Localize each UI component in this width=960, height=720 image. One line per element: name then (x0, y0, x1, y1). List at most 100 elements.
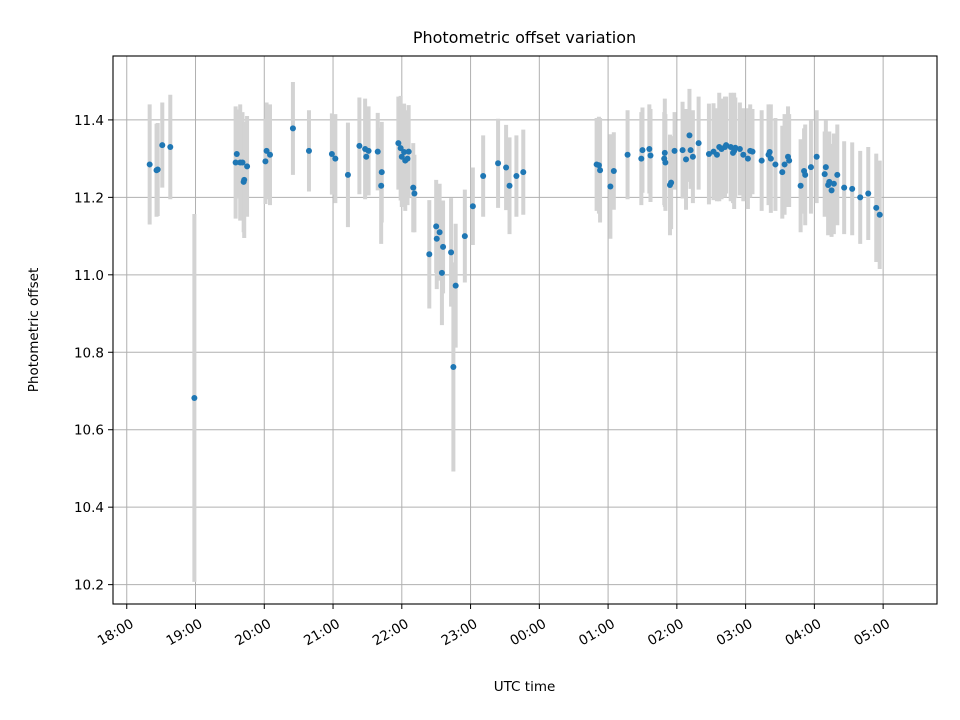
y-tick-label: 10.6 (74, 423, 104, 439)
data-point (736, 145, 743, 152)
data-point (506, 182, 513, 189)
data-point (857, 194, 864, 201)
data-point (689, 153, 696, 160)
data-point (232, 159, 239, 166)
data-point (772, 161, 779, 168)
data-point (395, 140, 402, 147)
data-point (378, 182, 385, 189)
data-point (365, 147, 372, 154)
data-point (513, 173, 520, 180)
data-point (662, 159, 669, 166)
data-point (146, 161, 153, 168)
data-point (374, 148, 381, 155)
data-point (452, 282, 459, 289)
data-point (495, 160, 502, 167)
data-point (802, 171, 809, 178)
y-tick-label: 10.2 (74, 578, 104, 594)
data-point (830, 180, 837, 187)
data-point (740, 151, 747, 158)
y-tick-label: 10.8 (74, 345, 104, 361)
data-point (679, 147, 686, 154)
data-point (876, 211, 883, 218)
data-point (647, 152, 654, 159)
data-point (749, 148, 756, 155)
data-point (758, 157, 765, 164)
data-point (344, 171, 351, 178)
data-point (378, 169, 385, 176)
data-point (849, 185, 856, 192)
data-point (595, 162, 602, 169)
data-point (822, 164, 829, 171)
data-point (807, 164, 814, 171)
data-point (873, 204, 880, 211)
data-point (154, 166, 161, 173)
y-tick-label: 11.0 (74, 268, 104, 284)
data-point (191, 394, 198, 401)
data-point (828, 187, 835, 194)
data-point (469, 203, 476, 210)
data-point (503, 164, 510, 171)
data-point (744, 155, 751, 162)
data-point (244, 163, 251, 170)
data-point (797, 182, 804, 189)
data-point (328, 150, 335, 157)
data-point (597, 167, 604, 174)
data-point (404, 155, 411, 162)
data-point (732, 144, 739, 151)
data-point (239, 159, 246, 166)
data-point (826, 178, 833, 185)
data-point (781, 161, 788, 168)
data-point (683, 156, 690, 163)
data-point (263, 147, 270, 154)
data-point (767, 155, 774, 162)
data-point (363, 153, 370, 160)
data-point (426, 251, 433, 258)
data-point (448, 249, 455, 256)
data-point (646, 145, 653, 152)
data-point (398, 153, 405, 160)
data-point (705, 150, 712, 157)
data-point (167, 144, 174, 151)
data-point (841, 184, 848, 191)
y-axis-label: Photometric offset (26, 268, 42, 392)
data-point (241, 176, 248, 183)
data-point (638, 155, 645, 162)
data-point (233, 150, 240, 157)
data-point (461, 233, 468, 240)
data-point (480, 173, 487, 180)
data-point (305, 147, 312, 154)
y-tick-label: 10.4 (74, 500, 104, 516)
data-point (865, 190, 872, 197)
data-point (262, 158, 269, 165)
y-tick-label: 11.4 (74, 113, 104, 129)
data-point (401, 149, 408, 156)
data-point (766, 149, 773, 156)
y-tick-label: 11.2 (74, 190, 104, 206)
data-point (639, 147, 646, 154)
data-point (410, 184, 417, 191)
data-point (727, 144, 734, 151)
data-point (607, 183, 614, 190)
data-point (332, 155, 339, 162)
data-point (786, 157, 793, 164)
data-point (450, 363, 457, 370)
data-point (671, 147, 678, 154)
data-point (397, 145, 404, 152)
data-point (686, 132, 693, 139)
data-point (821, 171, 828, 178)
chart-title: Photometric offset variation (413, 28, 636, 47)
data-point (438, 269, 445, 276)
data-point (813, 153, 820, 160)
data-point (289, 125, 296, 132)
data-point (411, 190, 418, 197)
data-point (433, 235, 440, 242)
data-point (668, 179, 675, 186)
data-point (624, 151, 631, 158)
data-points (146, 125, 883, 401)
data-point (713, 151, 720, 158)
plot-frame (112, 55, 938, 605)
data-point (661, 149, 668, 156)
data-point (779, 169, 786, 176)
data-point (440, 243, 447, 250)
